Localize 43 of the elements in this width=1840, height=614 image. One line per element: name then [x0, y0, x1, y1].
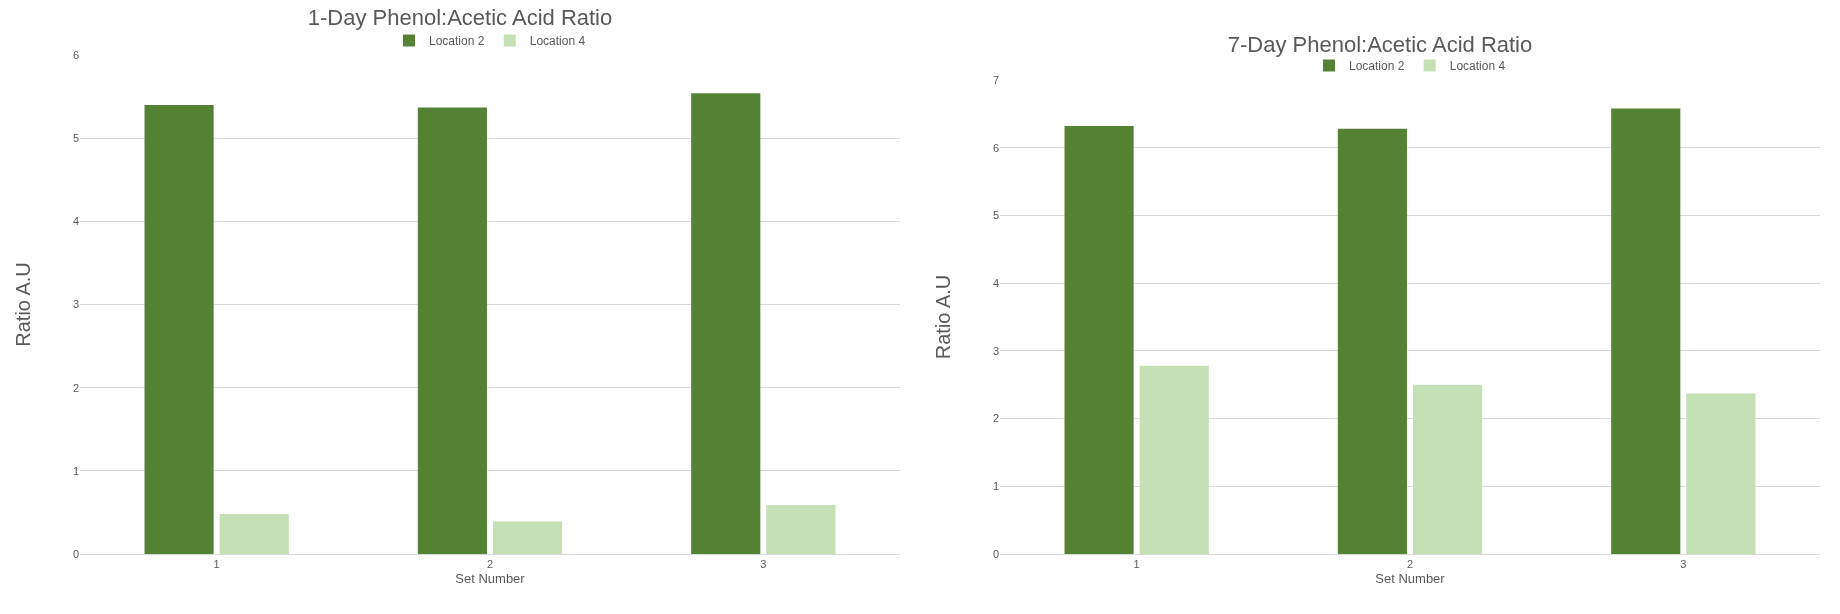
bar [493, 521, 563, 554]
y-tick-label: 4 [992, 276, 999, 289]
bar [691, 93, 761, 554]
x-tick-label: 2 [486, 558, 494, 571]
y-tick-label: 0 [72, 547, 79, 560]
bar [417, 107, 487, 554]
chart-title: 1-Day Phenol:Acetic Acid Ratio [307, 4, 613, 30]
legend-label: Location 2 [1349, 59, 1405, 74]
x-axis-title: Set Number [455, 570, 526, 586]
legend-label: Location 4 [1449, 59, 1506, 74]
y-tick-label: 4 [72, 215, 79, 228]
y-tick-label: 6 [72, 48, 79, 61]
x-tick-label: 2 [1406, 558, 1414, 571]
y-tick-label: 5 [72, 132, 79, 145]
x-tick-label: 1 [1133, 558, 1140, 571]
bar [1139, 365, 1209, 554]
y-tick-label: 2 [992, 412, 999, 425]
y-tick-label: 7 [992, 73, 999, 86]
bar [1337, 128, 1407, 554]
y-tick-label: 1 [72, 464, 79, 477]
legend-label: Location 2 [429, 34, 485, 49]
bar [1413, 384, 1483, 554]
bar [144, 104, 214, 554]
y-tick-label: 0 [992, 547, 999, 560]
x-tick-label: 3 [1680, 558, 1687, 571]
bar [1686, 393, 1756, 554]
x-tick-label: 1 [213, 558, 220, 571]
y-axis-title: Ratio A.U [12, 262, 34, 347]
bar [1064, 126, 1134, 554]
y-axis-title: Ratio A.U [932, 274, 954, 360]
y-tick-label: 5 [992, 209, 999, 222]
y-tick-label: 1 [992, 480, 999, 493]
bar [219, 514, 289, 554]
bar [766, 504, 836, 554]
legend-label: Location 4 [529, 34, 586, 49]
chart-title: 7-Day Phenol:Acetic Acid Ratio [1227, 32, 1533, 58]
x-tick-label: 3 [760, 558, 767, 571]
y-tick-label: 3 [992, 344, 999, 357]
y-tick-label: 3 [72, 298, 79, 311]
bar [1611, 108, 1681, 554]
y-tick-label: 6 [992, 141, 999, 154]
x-axis-title: Set Number [1375, 570, 1446, 586]
y-tick-label: 2 [72, 381, 79, 394]
